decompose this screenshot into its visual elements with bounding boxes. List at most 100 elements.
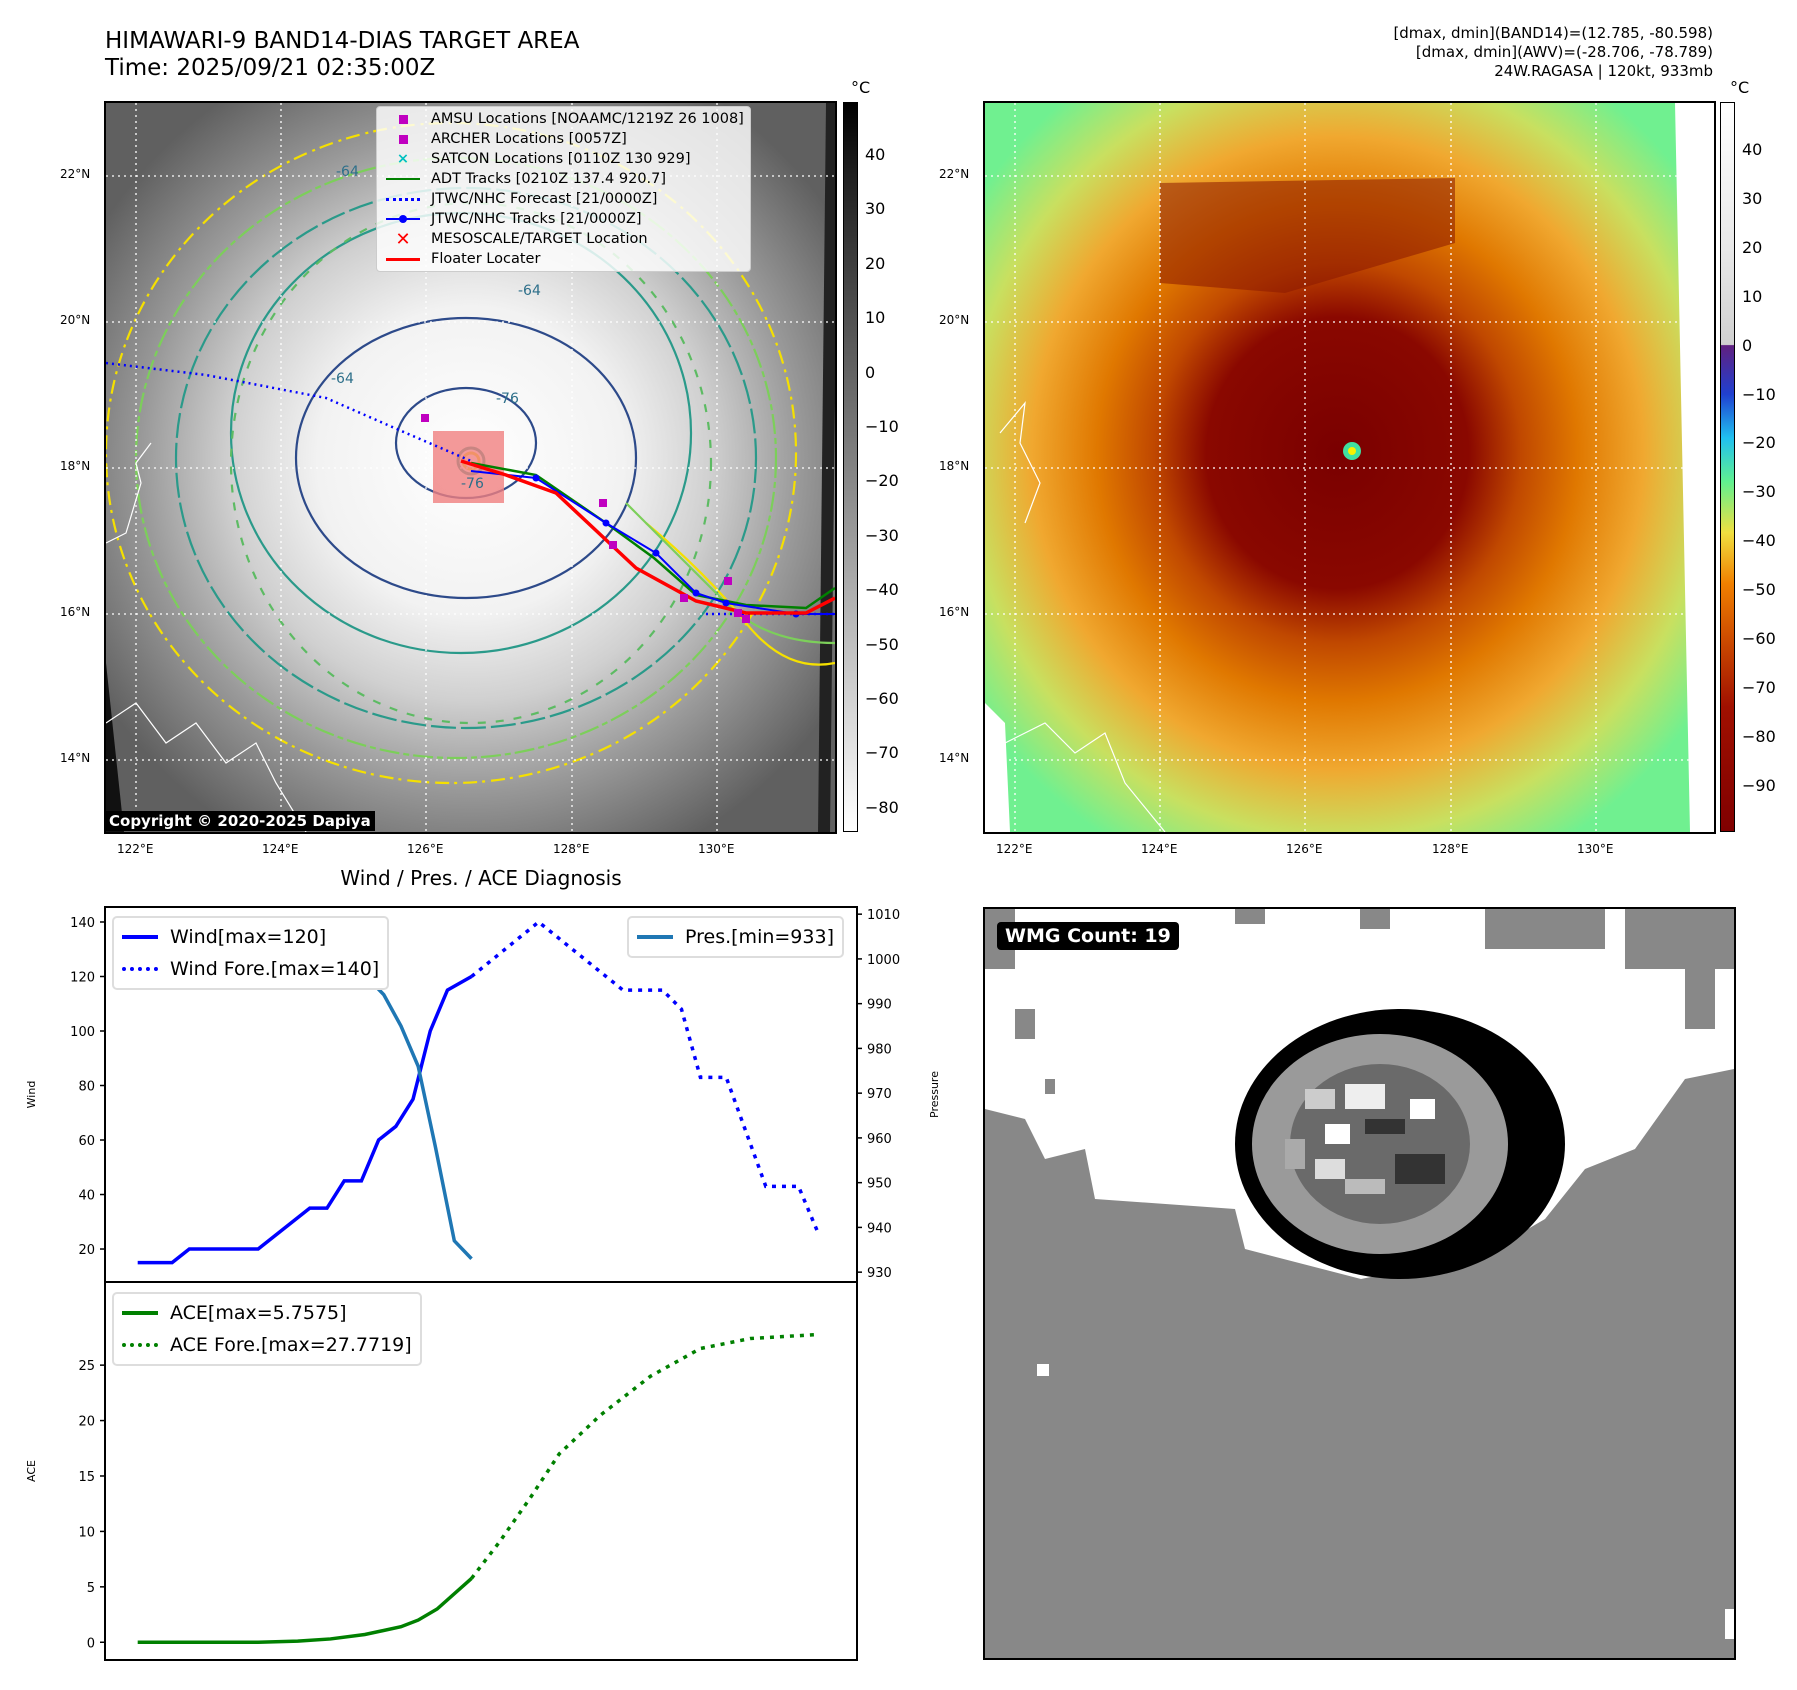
y2-tick-label: 990 — [867, 998, 892, 1013]
line-icon — [122, 1311, 158, 1315]
legend-pressure: Pres.[min=933] — [637, 921, 834, 953]
map2-grid — [985, 103, 1714, 832]
y-tick-label: 0 — [87, 1636, 95, 1651]
figure-title: HIMAWARI-9 BAND14-DIAS TARGET AREA Time:… — [105, 28, 579, 82]
line-icon — [637, 935, 673, 939]
line-icon — [386, 257, 420, 261]
legend-wind: Wind[max=120] — [122, 921, 379, 953]
dotted-line-icon — [122, 967, 158, 971]
colorbar-tick-label: −40 — [1742, 531, 1776, 551]
y2-tick-label: 1000 — [867, 953, 900, 968]
colorbar-tick-label: −20 — [865, 471, 899, 491]
lat-label: 22°N — [60, 167, 91, 181]
legend-ace: ACE[max=5.7575] — [122, 1297, 412, 1329]
colorbar-tick-label: 20 — [1742, 237, 1763, 257]
y-axis-label: Wind — [25, 1081, 38, 1109]
lon-label: 124°E — [1141, 842, 1178, 856]
colorbar-tick-label: 0 — [1742, 335, 1753, 355]
lat-label: 22°N — [939, 167, 970, 181]
colorbar-tick-label: −30 — [865, 525, 899, 545]
title-line-1: HIMAWARI-9 BAND14-DIAS TARGET AREA — [105, 28, 580, 54]
y2-tick-label: 1010 — [867, 908, 900, 923]
lat-label: 16°N — [939, 605, 970, 619]
colorbar-tick-label: −90 — [1742, 775, 1776, 795]
band14-map: -64 -64 -76 -76 -64 AMSU Locations [NOAA… — [104, 101, 837, 834]
awv-image — [985, 103, 1714, 832]
y2-tick-label: 980 — [867, 1042, 892, 1057]
lon-label: 130°E — [698, 842, 735, 856]
lat-label: 16°N — [60, 605, 91, 619]
lat-label: 20°N — [60, 313, 91, 327]
colorbar-tick-label: −60 — [1742, 629, 1776, 648]
lon-label: 122°E — [996, 842, 1033, 856]
x-marker-icon: ✕ — [395, 228, 411, 250]
lon-label: 126°E — [407, 842, 444, 856]
jtwc-track-points — [532, 474, 800, 618]
adt-track — [470, 461, 835, 610]
dotted-line-icon — [122, 1343, 158, 1347]
lon-label: 128°E — [1432, 842, 1469, 856]
y-tick-label: 15 — [78, 1470, 95, 1485]
y2-tick-label: 960 — [867, 1132, 892, 1147]
colorbar-tick-label: 30 — [865, 199, 886, 219]
lon-label: 124°E — [262, 842, 299, 856]
lon-label: 126°E — [1286, 842, 1323, 856]
floater-locater-track — [460, 459, 835, 615]
colorbar-tick-label: 20 — [865, 253, 886, 273]
y-tick-label: 100 — [70, 1025, 95, 1040]
legend-floater: Floater Locater — [383, 249, 744, 269]
y2-tick-label: 950 — [867, 1177, 892, 1192]
svg-text:-64: -64 — [331, 371, 354, 387]
lon-label: 128°E — [553, 842, 590, 856]
y-tick-label: 20 — [78, 1415, 95, 1430]
band14-colorbar — [843, 102, 858, 832]
legend-jtwc-forecast: JTWC/NHC Forecast [21/0000Z] — [383, 189, 744, 209]
y-tick-label: 80 — [78, 1080, 95, 1095]
colorbar-tick-label: −80 — [1742, 726, 1776, 746]
amsu-archer-markers — [421, 414, 750, 623]
jtwc-forecast-track — [106, 361, 472, 463]
series-line-ace-fore- — [470, 1332, 820, 1580]
dotted-line-icon — [386, 197, 420, 201]
stats-info: [dmax, dmin](BAND14)=(12.785, -80.598) [… — [1393, 24, 1713, 81]
legend-archer: ARCHER Locations [0057Z] — [383, 129, 744, 149]
colorbar-tick-label: 40 — [1742, 140, 1763, 159]
colorbar-tick-label: −60 — [865, 689, 899, 708]
colorbar-tick-label: 10 — [1742, 286, 1763, 306]
legend-mesoscale: ✕ MESOSCALE/TARGET Location — [383, 228, 744, 250]
pressure-legend: Pres.[min=933] — [627, 916, 844, 958]
y-tick-label: 140 — [70, 916, 95, 931]
lat-label: 14°N — [939, 751, 970, 765]
legend-adt: ADT Tracks [0210Z 137.4 920.7] — [383, 169, 744, 189]
y-tick-label: 20 — [78, 1243, 95, 1258]
series-line-wind — [137, 974, 473, 1265]
legend-ace-forecast: ACE Fore.[max=27.7719] — [122, 1329, 412, 1361]
colorbar-tick-label: −70 — [865, 743, 899, 763]
legend-jtwc-tracks: JTWC/NHC Tracks [21/0000Z] — [383, 209, 744, 229]
colorbar-tick-label: 10 — [865, 308, 886, 328]
colorbar-tick-label: −50 — [865, 634, 899, 654]
legend-wind-forecast: Wind Fore.[max=140] — [122, 953, 379, 985]
y-tick-label: 10 — [78, 1525, 95, 1540]
svg-text:-76: -76 — [496, 391, 519, 407]
colorbar-tick-label: −50 — [1742, 580, 1776, 600]
lat-label: 18°N — [939, 459, 970, 473]
wind-legend: Wind[max=120] Wind Fore.[max=140] — [112, 916, 390, 990]
y2-tick-label: 940 — [867, 1221, 892, 1236]
y-axis-label: ACE — [25, 1460, 38, 1482]
square-marker-icon — [398, 114, 408, 124]
legend-amsu: AMSU Locations [NOAAMC/1219Z 26 1008] — [383, 109, 744, 129]
diagnosis-title: Wind / Pres. / ACE Diagnosis — [340, 866, 622, 890]
series-line-wind-fore- — [470, 919, 821, 1237]
wmg-image — [985, 909, 1734, 1658]
colorbar-tick-label: −20 — [1742, 433, 1776, 453]
copyright-label: Copyright © 2020-2025 Dapiya — [105, 811, 375, 831]
svg-text:-64: -64 — [336, 164, 359, 180]
diagnosis-chart: 2040608010012014093094095096097098099010… — [25, 906, 941, 1661]
lat-label: 14°N — [60, 751, 91, 765]
lat-label: 18°N — [60, 459, 91, 473]
y2-axis-label: Pressure — [928, 1071, 941, 1118]
colorbar-tick-label: −30 — [1742, 482, 1776, 502]
y-tick-label: 25 — [78, 1359, 95, 1374]
colorbar-tick-label: 40 — [865, 145, 886, 164]
